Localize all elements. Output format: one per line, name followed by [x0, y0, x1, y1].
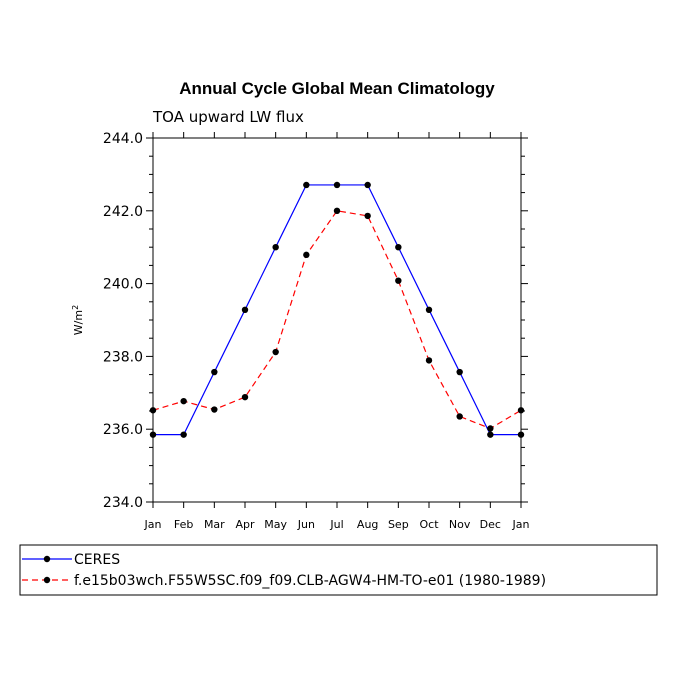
- x-tick-label: Aug: [357, 518, 378, 531]
- series-0-point: [333, 181, 341, 189]
- series-0-point: [303, 181, 310, 189]
- legend: CERES f.e15b03wch.F55W5SC.f09_f09.CLB-AGW…: [19, 544, 658, 596]
- y-tick-label: 236.0: [103, 422, 143, 438]
- legend-label-0: CERES: [74, 552, 120, 568]
- legend-marker-1: [43, 576, 51, 584]
- series-0-point: [180, 431, 187, 438]
- series-0-point: [364, 181, 371, 189]
- x-tick-label: Jul: [329, 518, 343, 531]
- y-tick-label: 238.0: [103, 349, 143, 365]
- series-1-point: [180, 397, 187, 405]
- x-tick-label: Jun: [297, 518, 315, 531]
- series-0-point: [241, 306, 249, 314]
- y-axis-label: W/m2: [71, 305, 85, 335]
- series-1-point: [303, 251, 310, 259]
- legend-label-1: f.e15b03wch.F55W5SC.f09_f09.CLB-AGW4-HM-…: [74, 573, 546, 589]
- x-tick-label: Jan: [512, 518, 530, 531]
- series-0-point: [517, 431, 525, 438]
- series-1-point: [364, 212, 371, 220]
- plot-frame: [152, 137, 522, 503]
- x-tick-label: Apr: [235, 518, 255, 531]
- series-1-point: [333, 207, 341, 214]
- x-tick-label: May: [264, 518, 287, 531]
- y-tick-label: 244.0: [103, 131, 143, 147]
- series-1-point: [425, 357, 433, 364]
- series-1-point: [211, 406, 218, 413]
- chart-subtitle: TOA upward LW flux: [152, 108, 304, 126]
- legend-box: [19, 544, 658, 596]
- series-0-point: [456, 368, 463, 376]
- x-tick-label: Nov: [449, 518, 471, 531]
- x-tick-label: Feb: [174, 518, 193, 531]
- series-1-point: [517, 407, 525, 414]
- y-axis-label-sup: 2: [71, 305, 80, 310]
- y-tick-label: 242.0: [103, 204, 143, 220]
- series-0-point: [149, 431, 157, 438]
- legend-marker-0: [43, 555, 51, 563]
- series-0-point: [395, 244, 402, 251]
- series-1-point: [487, 425, 494, 432]
- x-tick-label: Dec: [480, 518, 501, 531]
- series-1-point: [272, 348, 279, 356]
- series-line-0: [153, 184, 521, 436]
- series-0-point: [487, 431, 494, 438]
- y-tick-label: 234.0: [103, 495, 143, 511]
- x-tick-label: Oct: [419, 518, 439, 531]
- y-axis-label-base: W/m: [72, 310, 85, 335]
- x-tick-label: Sep: [388, 518, 409, 531]
- x-tick-label: Jan: [144, 518, 162, 531]
- series-0-point: [425, 306, 433, 314]
- series-1-point: [149, 407, 157, 414]
- plot-area: 234.0 236.0 238.0 240.0 242.0 244.0 Jan Feb Mar A…: [103, 131, 530, 531]
- series-line-1: [152, 210, 522, 430]
- series-1-point: [456, 413, 463, 420]
- chart-title: Annual Cycle Global Mean Climatology: [179, 79, 495, 98]
- y-tick-label: 240.0: [103, 277, 143, 293]
- series-1-point: [395, 277, 402, 284]
- series-0-point: [272, 244, 279, 251]
- series-0-point: [211, 368, 218, 376]
- series-1-point: [241, 393, 249, 401]
- x-tick-label: Mar: [204, 518, 225, 531]
